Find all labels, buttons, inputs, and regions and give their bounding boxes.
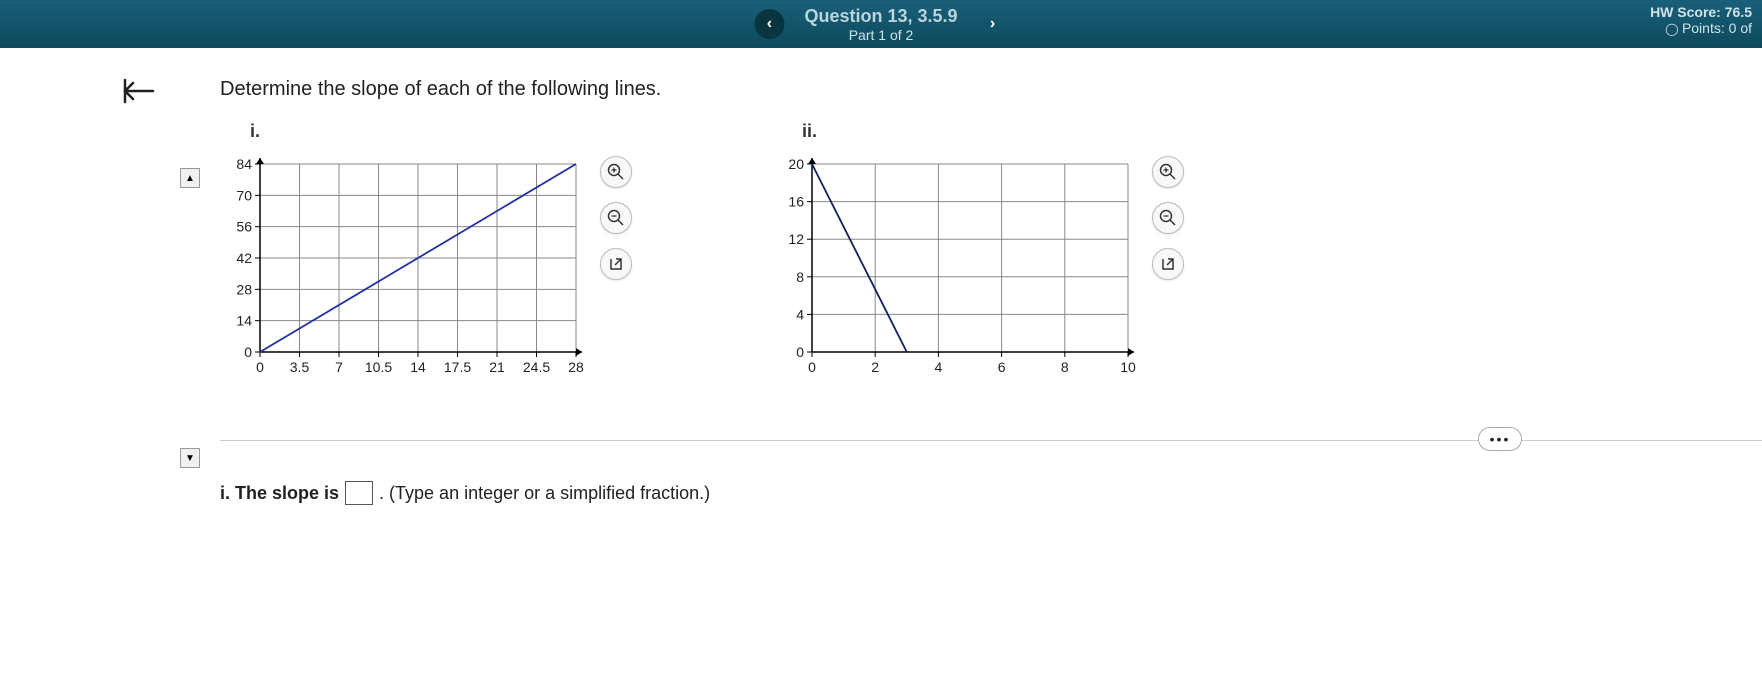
zoom-out-icon[interactable] (600, 202, 632, 234)
svg-text:4: 4 (935, 359, 943, 375)
svg-text:8: 8 (796, 269, 804, 285)
more-button[interactable]: ••• (1478, 427, 1522, 451)
question-title: Question 13, 3.5.9 (804, 6, 957, 27)
scroll-controls: ▲ ▼ (180, 168, 200, 468)
svg-text:28: 28 (236, 281, 252, 297)
left-controls (80, 78, 200, 111)
chart-ii-block: ii. 0 2 4 6 8 10 0 4 8 12 16 20 (772, 121, 1184, 380)
svg-text:20: 20 (788, 156, 804, 172)
score-block: HW Score: 76.5 Points: 0 of (1650, 4, 1752, 36)
svg-text:7: 7 (335, 359, 343, 375)
chart-ii-tools (1152, 156, 1184, 280)
zoom-in-icon[interactable] (600, 156, 632, 188)
answer-row: ••• i. The slope is . (Type an integer o… (220, 440, 1762, 505)
next-question-button[interactable]: › (978, 9, 1008, 39)
svg-text:8: 8 (1061, 359, 1069, 375)
svg-text:6: 6 (998, 359, 1006, 375)
back-icon[interactable] (123, 78, 157, 111)
prev-question-button[interactable]: ‹ (754, 9, 784, 39)
svg-text:10.5: 10.5 (365, 359, 392, 375)
top-bar: ‹ Question 13, 3.5.9 Part 1 of 2 › HW Sc… (0, 0, 1762, 48)
main-panel: Determine the slope of each of the follo… (220, 68, 1762, 505)
svg-text:0: 0 (808, 359, 816, 375)
scroll-up-button[interactable]: ▲ (180, 168, 200, 188)
chart-i-label: i. (250, 121, 632, 142)
svg-text:21: 21 (489, 359, 505, 375)
zoom-in-icon[interactable] (1152, 156, 1184, 188)
content-area: ▲ ▼ Determine the slope of each of the f… (0, 48, 1762, 689)
chart-i: 0 3.5 7 10.5 14 17.5 21 24.5 28 0 14 28 42 56 70 84 (220, 150, 590, 380)
question-prompt: Determine the slope of each of the follo… (220, 78, 1762, 101)
answer-prefix: i. The slope is (220, 483, 339, 503)
svg-text:2: 2 (871, 359, 879, 375)
charts-row: i. 03.5710.51417.52124.5280142842567084 (220, 121, 1762, 380)
svg-text:42: 42 (236, 250, 252, 266)
svg-text:0: 0 (244, 344, 252, 360)
svg-text:16: 16 (788, 194, 804, 210)
slope-input[interactable] (345, 481, 373, 505)
svg-text:56: 56 (236, 219, 252, 235)
popout-icon[interactable] (1152, 248, 1184, 280)
svg-text:70: 70 (236, 187, 252, 203)
svg-text:17.5: 17.5 (444, 359, 471, 375)
svg-text:4: 4 (796, 306, 804, 322)
svg-text:0: 0 (796, 344, 804, 360)
svg-text:0: 0 (256, 359, 264, 375)
svg-text:10: 10 (1120, 359, 1136, 375)
chart-ii-label: ii. (802, 121, 1184, 142)
popout-icon[interactable] (600, 248, 632, 280)
svg-text:3.5: 3.5 (290, 359, 310, 375)
answer-suffix: . (Type an integer or a simplified fract… (379, 483, 710, 504)
svg-text:14: 14 (410, 359, 426, 375)
zoom-out-icon[interactable] (1152, 202, 1184, 234)
question-part: Part 1 of 2 (804, 27, 957, 43)
svg-text:84: 84 (236, 156, 252, 172)
svg-text:28: 28 (568, 359, 584, 375)
question-info: Question 13, 3.5.9 Part 1 of 2 (804, 6, 957, 43)
svg-text:14: 14 (236, 313, 252, 329)
hw-score-value: 76.5 (1725, 4, 1752, 20)
svg-text:24.5: 24.5 (523, 359, 550, 375)
chart-i-tools (600, 156, 632, 280)
points-value: 0 of (1729, 20, 1752, 36)
chart-i-block: i. 0 3.5 7 10.5 14 17.5 21 24.5 28 0 14 28 42 56 70 84 (220, 121, 632, 380)
svg-text:12: 12 (788, 231, 804, 247)
chart-ii: 0 2 4 6 8 10 0 4 8 12 16 20 (772, 150, 1142, 380)
question-nav: ‹ Question 13, 3.5.9 Part 1 of 2 › (754, 6, 1007, 43)
scroll-down-button[interactable]: ▼ (180, 448, 200, 468)
points-label: Points: (1682, 20, 1725, 36)
hw-score-label: HW Score: (1650, 4, 1721, 20)
